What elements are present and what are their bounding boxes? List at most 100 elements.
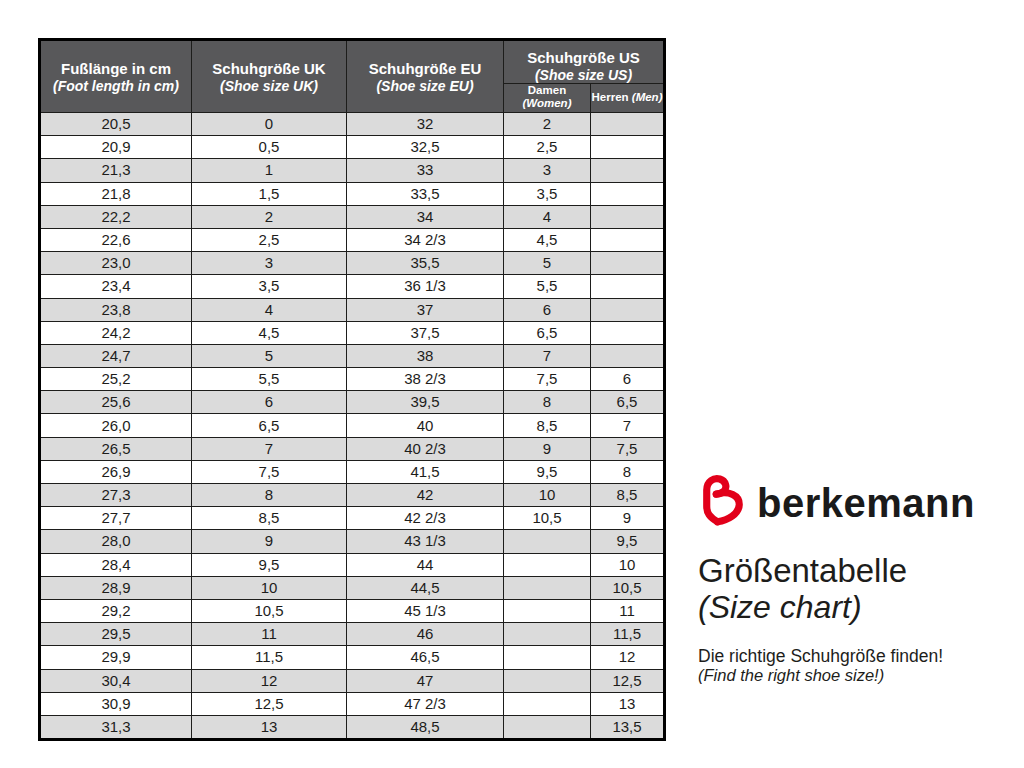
col-header-eu: Schuhgröße EU (Shoe size EU) <box>347 40 504 113</box>
table-cell: 10,5 <box>504 507 591 530</box>
table-row: 20,90,532,52,5 <box>40 136 665 159</box>
table-cell: 3,5 <box>192 275 347 298</box>
chart-title-en: (Size chart) <box>698 589 975 625</box>
brand-name: berkemann <box>757 477 975 523</box>
table-cell <box>504 669 591 692</box>
table-row: 30,4124712,5 <box>40 669 665 692</box>
table-cell <box>504 623 591 646</box>
table-cell <box>591 321 665 344</box>
col-header-us-damen: Damen (Women) <box>504 84 591 113</box>
table-cell: 42 <box>347 484 504 507</box>
table-row: 23,0335,55 <box>40 252 665 275</box>
table-cell: 48,5 <box>347 715 504 739</box>
table-cell: 33,5 <box>347 182 504 205</box>
table-cell: 6 <box>504 298 591 321</box>
table-cell <box>504 646 591 669</box>
table-row: 29,5114611,5 <box>40 623 665 646</box>
table-cell: 29,5 <box>40 623 192 646</box>
table-cell: 6 <box>192 391 347 414</box>
table-cell: 12,5 <box>591 669 665 692</box>
table-row: 30,912,547 2/313 <box>40 692 665 715</box>
table-cell: 33 <box>347 159 504 182</box>
table-row: 23,43,536 1/35,5 <box>40 275 665 298</box>
table-cell: 9,5 <box>192 553 347 576</box>
table-cell: 26,9 <box>40 460 192 483</box>
table-cell: 8,5 <box>192 507 347 530</box>
table-cell: 21,3 <box>40 159 192 182</box>
table-cell: 5 <box>504 252 591 275</box>
table-cell: 29,2 <box>40 599 192 622</box>
size-table: Fußlänge in cm (Foot length in cm) Schuh… <box>38 38 666 741</box>
col-header-us: Schuhgröße US (Shoe size US) <box>504 40 665 84</box>
table-cell <box>591 228 665 251</box>
table-cell: 27,3 <box>40 484 192 507</box>
table-row: 22,62,534 2/34,5 <box>40 228 665 251</box>
col-header-foot-length: Fußlänge in cm (Foot length in cm) <box>40 40 192 113</box>
table-cell: 25,2 <box>40 368 192 391</box>
table-cell: 28,0 <box>40 530 192 553</box>
table-cell: 21,8 <box>40 182 192 205</box>
table-cell: 3 <box>192 252 347 275</box>
table-cell: 38 2/3 <box>347 368 504 391</box>
table-cell: 40 <box>347 414 504 437</box>
table-cell: 32,5 <box>347 136 504 159</box>
table-cell: 32 <box>347 113 504 136</box>
table-cell: 28,4 <box>40 553 192 576</box>
table-cell <box>504 692 591 715</box>
table-row: 23,84376 <box>40 298 665 321</box>
table-cell: 6,5 <box>591 391 665 414</box>
table-cell <box>591 344 665 367</box>
size-chart-page: Fußlänge in cm (Foot length in cm) Schuh… <box>0 0 1024 768</box>
table-cell: 43 1/3 <box>347 530 504 553</box>
table-cell: 22,2 <box>40 205 192 228</box>
table-cell: 31,3 <box>40 715 192 739</box>
table-cell: 30,4 <box>40 669 192 692</box>
col-header-title: Schuhgröße US <box>504 49 663 67</box>
table-cell: 5 <box>192 344 347 367</box>
table-cell: 10 <box>504 484 591 507</box>
berkemann-b-heart-icon <box>698 472 744 528</box>
table-cell: 12 <box>591 646 665 669</box>
table-cell: 6,5 <box>504 321 591 344</box>
table-cell <box>591 205 665 228</box>
table-cell: 7 <box>591 414 665 437</box>
table-cell: 6 <box>591 368 665 391</box>
table-cell: 26,5 <box>40 437 192 460</box>
table-row: 25,6639,586,5 <box>40 391 665 414</box>
table-cell: 44,5 <box>347 576 504 599</box>
table-row: 26,06,5408,57 <box>40 414 665 437</box>
table-cell: 24,7 <box>40 344 192 367</box>
table-row: 27,78,542 2/310,59 <box>40 507 665 530</box>
table-cell: 20,5 <box>40 113 192 136</box>
table-cell: 7,5 <box>504 368 591 391</box>
table-cell: 36 1/3 <box>347 275 504 298</box>
table-row: 27,3842108,5 <box>40 484 665 507</box>
table-cell: 11,5 <box>591 623 665 646</box>
table-cell: 46 <box>347 623 504 646</box>
size-table-body: 20,5032220,90,532,52,521,3133321,81,533,… <box>40 113 665 740</box>
table-cell <box>591 159 665 182</box>
table-cell: 7,5 <box>591 437 665 460</box>
table-cell: 4,5 <box>504 228 591 251</box>
table-cell: 4 <box>504 205 591 228</box>
table-row: 28,49,54410 <box>40 553 665 576</box>
tagline-de: Die richtige Schuhgröße finden! <box>698 647 975 666</box>
table-row: 29,210,545 1/311 <box>40 599 665 622</box>
table-cell: 9,5 <box>504 460 591 483</box>
table-cell: 1 <box>192 159 347 182</box>
table-cell: 10,5 <box>591 576 665 599</box>
col-header-uk: Schuhgröße UK (Shoe size UK) <box>192 40 347 113</box>
table-cell: 3,5 <box>504 182 591 205</box>
table-cell: 9,5 <box>591 530 665 553</box>
table-cell: 47 <box>347 669 504 692</box>
table-cell: 34 <box>347 205 504 228</box>
table-cell: 10 <box>192 576 347 599</box>
table-row: 21,31333 <box>40 159 665 182</box>
table-cell: 7 <box>192 437 347 460</box>
table-cell: 0,5 <box>192 136 347 159</box>
table-cell: 37 <box>347 298 504 321</box>
table-cell: 45 1/3 <box>347 599 504 622</box>
col-header-title: Fußlänge in cm <box>41 60 191 78</box>
col-header-subtitle: (Shoe size US) <box>504 67 663 83</box>
table-cell: 1,5 <box>192 182 347 205</box>
